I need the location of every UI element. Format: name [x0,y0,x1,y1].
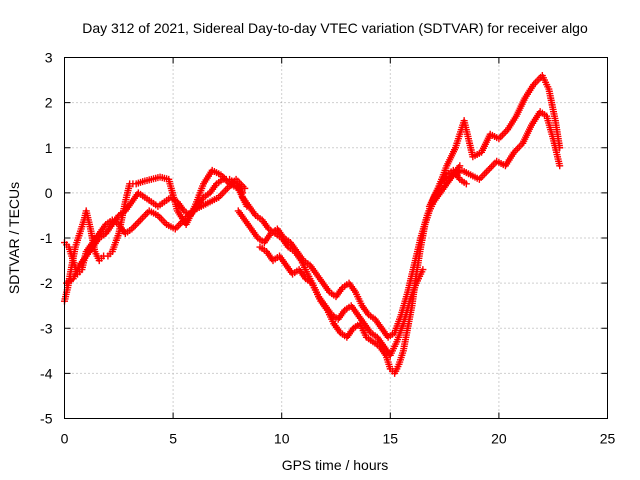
tick-labels: 0 5 10 15 20 25 -5 -4 -3 -2 -1 0 1 2 3 [40,50,615,447]
data-point [462,180,470,188]
data-points [61,72,564,377]
axis-ticks [64,57,608,419]
y-tick-label: -1 [40,230,53,246]
x-axis-label: GPS time / hours [282,457,389,473]
x-tick-label: 25 [600,431,616,447]
y-tick-label: -3 [40,320,53,336]
y-tick-label: 3 [45,50,53,66]
x-tick-label: 15 [383,431,399,447]
x-tick-label: 10 [274,431,290,447]
y-axis-label: SDTVAR / TECUs [6,182,22,294]
y-tick-label: 1 [45,140,53,156]
chart-title: Day 312 of 2021, Sidereal Day-to-day VTE… [82,20,588,36]
y-tick-label: 0 [45,185,53,201]
data-point [556,162,564,170]
y-tick-label: -5 [40,411,53,427]
x-tick-label: 0 [61,431,69,447]
grid-lines [64,57,608,419]
x-tick-label: 5 [169,431,177,447]
y-tick-label: -2 [40,275,53,291]
x-tick-label: 20 [491,431,507,447]
data-point [419,266,427,274]
plot-frame [64,57,608,419]
y-tick-label: 2 [45,95,53,111]
y-tick-label: -4 [40,365,53,381]
